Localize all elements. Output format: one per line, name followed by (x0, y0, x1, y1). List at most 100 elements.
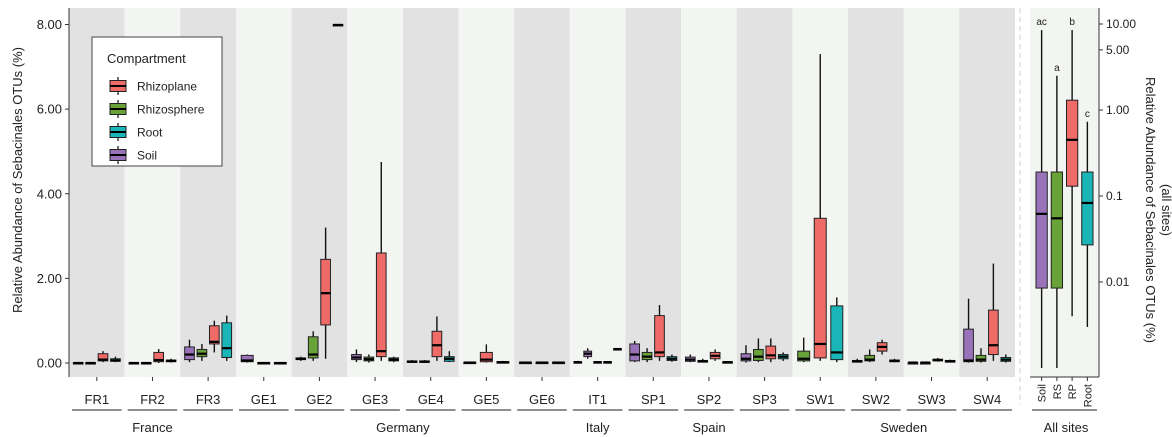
box-ge6-root (552, 361, 566, 365)
y-tick-label: 1.00 (1106, 103, 1130, 117)
box-fr3-rhizoplane (208, 320, 220, 353)
box-sp3-soil (740, 345, 752, 363)
box-it1-root (613, 347, 622, 351)
box-sw3-root (944, 359, 956, 363)
legend-label: Rhizosphere (137, 103, 205, 117)
box-fr2-rhizosphere (140, 361, 152, 365)
x-tick-label-ge5: GE5 (473, 392, 499, 407)
country-label-france: France (132, 420, 172, 435)
country-label-italy: Italy (586, 420, 610, 435)
box-ge2-root (332, 23, 344, 27)
box-iqr (208, 325, 220, 345)
box-iqr (1035, 171, 1048, 289)
significance-letter: a (1054, 63, 1060, 74)
x-tick-label-fr1: FR1 (85, 392, 110, 407)
box-it1-soil (583, 348, 593, 359)
left-y-axis-title: Relative Abundance of Sebacinales OTUs (… (10, 47, 25, 313)
box-fr2-rhizoplane (153, 349, 165, 363)
box-iqr (963, 328, 974, 363)
box-sw1-rhizosphere (797, 337, 811, 363)
panel-bg-sp2 (681, 8, 737, 377)
box-sw3-rhizosphere (919, 361, 931, 365)
box-iqr (988, 309, 999, 356)
right-y-axis-title-line2: (all sites) (1159, 184, 1172, 236)
box-sw3-soil (907, 361, 919, 365)
site-x-labels: FR1 FR2 FR3 GE1 GE2 GE3 GE4 GE5 GE6 IT1 SP1 SP2 SP3 S… (72, 377, 1012, 411)
panel-bg-sp3 (736, 8, 793, 377)
x-tick-label-sw1: SW1 (806, 392, 834, 407)
box-sp2-rhizosphere (697, 358, 709, 363)
box-sw1-rhizoplane (813, 54, 827, 361)
box-ge3-soil (351, 349, 362, 363)
box-ge5-root (496, 360, 510, 364)
all-sites-tick-label-rp: RP (1067, 384, 1079, 399)
all-sites-label: All sites (1044, 420, 1089, 435)
box-sp2-rhizoplane (709, 349, 721, 361)
box-ge4-root (443, 351, 455, 363)
legend: Compartment Rhizoplane Rhizosphere Root Soi… (91, 36, 223, 167)
panel-bg-sw4 (959, 8, 1015, 377)
box-sw2-rhizosphere (864, 349, 876, 363)
box-iqr (97, 353, 109, 362)
x-tick-label-ge1: GE1 (251, 392, 277, 407)
right-y-axis: 0.01 0.1 1.00 5.00 10.00 (1098, 8, 1136, 377)
box-iqr (740, 353, 752, 362)
box-sw3-rhizoplane (932, 357, 944, 362)
all-sites-tick-label-root: Root (1082, 384, 1094, 407)
y-tick-label: 6.00 (37, 102, 62, 117)
box-ge2-soil (295, 356, 307, 361)
left-y-axis: 0.00 2.00 4.00 6.00 8.00 (37, 8, 70, 377)
box-ge5-rhizoplane (479, 344, 493, 363)
y-tick-label: 8.00 (37, 17, 62, 32)
box-fr1-rhizoplane (97, 351, 109, 363)
box-sp2-root (722, 361, 733, 364)
right-y-axis-title: Relative Abundance of Sebacinales OTUs (… (1143, 77, 1172, 343)
legend-title: Compartment (107, 51, 186, 66)
box-ge2-rhizosphere (307, 331, 319, 361)
box-fr3-rhizosphere (196, 343, 208, 361)
box-iqr (1050, 171, 1064, 289)
panel-bg-sw2 (848, 8, 904, 377)
right-y-axis-title-line1: Relative Abundance of Sebacinales OTUs (… (1143, 77, 1158, 343)
box-fr2-root (165, 358, 177, 363)
all-sites-tick-label-rs: RS (1052, 384, 1064, 399)
box-sp1-rhizosphere (641, 348, 653, 363)
box-ge3-rhizoplane (375, 162, 387, 361)
legend-item-root: Root (109, 123, 163, 141)
country-label-sweden: Sweden (880, 420, 927, 435)
box-iqr (1065, 99, 1079, 187)
x-tick-label-sw4: SW4 (973, 392, 1001, 407)
legend-item-rhizosphere: Rhizosphere (109, 100, 205, 118)
box-iqr (240, 354, 254, 363)
panel-bg-sw3 (903, 8, 960, 377)
box-fr2-soil (128, 361, 140, 365)
box-sp3-rhizoplane (765, 338, 777, 363)
box-sw4-soil (963, 298, 974, 363)
country-label-germany: Germany (376, 420, 430, 435)
box-it1-rhizoplane (603, 361, 612, 364)
box-it1-rhizosphere (593, 361, 603, 364)
box-sw4-rhizoplane (988, 263, 999, 361)
x-tick-label-ge6: GE6 (529, 392, 555, 407)
box-iqr (375, 252, 387, 358)
all-sites-box-root: c Root (1081, 109, 1094, 407)
x-tick-label-fr3: FR3 (196, 392, 221, 407)
box-ge3-root (388, 356, 400, 363)
all-sites-panel: ac Soil a RS b RP c Root (1030, 8, 1099, 411)
y-tick-label: 2.00 (37, 271, 62, 286)
box-fr1-root (110, 356, 121, 363)
all-sites-box-rs: a RS (1050, 63, 1064, 399)
x-tick-label-ge4: GE4 (418, 392, 444, 407)
box-sw2-rhizoplane (876, 339, 888, 355)
legend-label: Root (137, 126, 163, 140)
all-sites-box-rp: b RP (1065, 17, 1079, 399)
legend-frame (91, 36, 223, 167)
box-sp3-rhizosphere (753, 338, 764, 363)
x-tick-label-sp3: SP3 (752, 392, 777, 407)
legend-item-soil: Soil (109, 146, 157, 164)
box-ge4-rhizosphere (419, 360, 430, 363)
panel-bg-ge1 (235, 8, 292, 377)
box-iqr (864, 354, 876, 362)
box-iqr (307, 336, 319, 359)
